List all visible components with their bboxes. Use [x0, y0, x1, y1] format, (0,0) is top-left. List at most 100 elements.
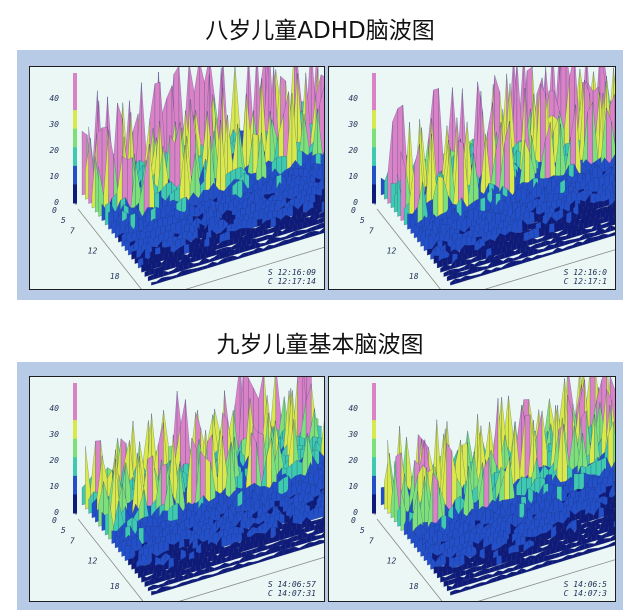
spectrum-segment [258, 247, 264, 253]
spectrum-segment [191, 578, 198, 584]
spectrum-segment [214, 545, 220, 556]
spectrum-segment [460, 569, 467, 577]
spectrum-segment [292, 223, 298, 232]
spectrum-segment [576, 227, 582, 237]
z-tick-label: 10 [49, 482, 59, 491]
spectrum-segment [533, 227, 540, 239]
spectrum-segment [275, 237, 281, 243]
spectrum-segment [248, 250, 254, 257]
spectrum-segment [181, 269, 188, 277]
spectrum-segment [163, 270, 169, 277]
freq-tick-label: 0 [351, 206, 356, 215]
spectrum-segment [586, 228, 592, 234]
spectrum-segment [536, 564, 543, 570]
spectrum-segment [314, 539, 320, 546]
spectrum-row [134, 505, 324, 575]
spectrum-segment [591, 533, 597, 542]
spectrum-segment [236, 552, 242, 560]
spectrum-segment [171, 274, 177, 280]
spectrum-segment [528, 558, 534, 567]
spectrum-segment [299, 545, 305, 551]
current-time-stamp: C 14:07:3 [564, 589, 608, 598]
spectrum-segment [508, 567, 514, 573]
spectrum-row [151, 539, 324, 596]
spectrum-segment [263, 229, 270, 236]
spectrogram-svg: 403020100057121828S 14:06:57C 14:07:31 [48, 377, 324, 601]
spectrum-segment [553, 552, 560, 559]
spectrum-segment [560, 235, 567, 242]
spectrum-row [141, 520, 324, 583]
spectrum-segment [518, 543, 524, 554]
spectrum-segment [608, 541, 614, 548]
spectrum-segment [323, 524, 324, 533]
spectrum-segment [258, 229, 264, 237]
spectrum-segment [256, 236, 263, 243]
spectrum-segment [263, 556, 269, 562]
z-tick-label: 40 [49, 404, 59, 413]
spectrum-segment [613, 232, 615, 236]
spectrum-segment [603, 233, 609, 240]
spectrum-segment [314, 230, 320, 236]
start-time-stamp: S 12:16:0 [564, 268, 608, 277]
spectrum-segment [202, 264, 208, 271]
z-tick-label: 20 [348, 456, 358, 465]
spectrum-segment [608, 232, 614, 238]
spectrum-segment [243, 542, 249, 552]
spectrum-segment [547, 231, 553, 241]
spectrum-segment [323, 505, 324, 517]
spectrum-segment [207, 574, 213, 579]
freq-tick-label: 5 [61, 526, 66, 535]
spectrum-segment [475, 582, 482, 588]
spectrum-segment [254, 552, 261, 559]
spectrum-segment [248, 561, 254, 567]
spectrum-segment [538, 556, 545, 564]
spectrum-segment [455, 278, 461, 284]
spectrum-row [147, 532, 324, 592]
spectrum-segment [261, 234, 268, 242]
spectrum-segment [511, 571, 517, 577]
current-time-stamp: C 14:07:31 [268, 589, 316, 598]
spectrum-segment [537, 237, 543, 244]
spectrum-segment [588, 218, 594, 228]
spectrum-segment [166, 586, 172, 591]
spectrum-segment [475, 273, 482, 278]
freq-tick-label: 5 [360, 526, 365, 535]
spectrum-segment [321, 222, 324, 229]
spectrum-segment [610, 500, 615, 510]
spectrum-segment [237, 253, 244, 260]
spectrum-segment [227, 567, 234, 573]
spectrum-segment [513, 256, 519, 262]
spectrum-segment [151, 281, 157, 286]
spectrum-segment [224, 562, 230, 568]
spectrum-segment [168, 578, 174, 586]
spectrum-segment [613, 421, 615, 472]
spectrum-segment [263, 244, 269, 252]
spectrum-segment [268, 245, 274, 250]
spectrum-segment [260, 551, 266, 558]
spectrum-segment [283, 239, 290, 246]
spectrum-segment [261, 544, 268, 552]
spectrum-segment [477, 575, 483, 582]
spectrum-segment [297, 223, 303, 231]
spectrum-segment [531, 564, 538, 571]
spectrum-row [446, 534, 615, 592]
current-time-stamp: C 12:17:1 [564, 277, 607, 286]
spectrum-segment [516, 260, 522, 266]
start-time-stamp: S 14:06:5 [564, 580, 608, 589]
z-tick-label: 30 [48, 430, 59, 439]
spectrum-segment [158, 270, 164, 279]
spectrum-segment [311, 225, 317, 232]
spectrum-row [144, 524, 324, 587]
spectrum-segment [198, 569, 205, 576]
z-tick-label: 10 [348, 482, 358, 491]
spectrum-segment [536, 254, 543, 260]
spectrum-segment [251, 547, 258, 555]
spectrum-segment [221, 556, 227, 564]
spectrum-segment [458, 266, 465, 273]
spectrum-segment [293, 236, 300, 243]
spectrum-row [443, 526, 615, 587]
spectrum-segment [313, 506, 319, 520]
spectrum-segment [501, 554, 507, 565]
spectrum-segment [547, 560, 553, 567]
spectrum-segment [601, 532, 608, 539]
